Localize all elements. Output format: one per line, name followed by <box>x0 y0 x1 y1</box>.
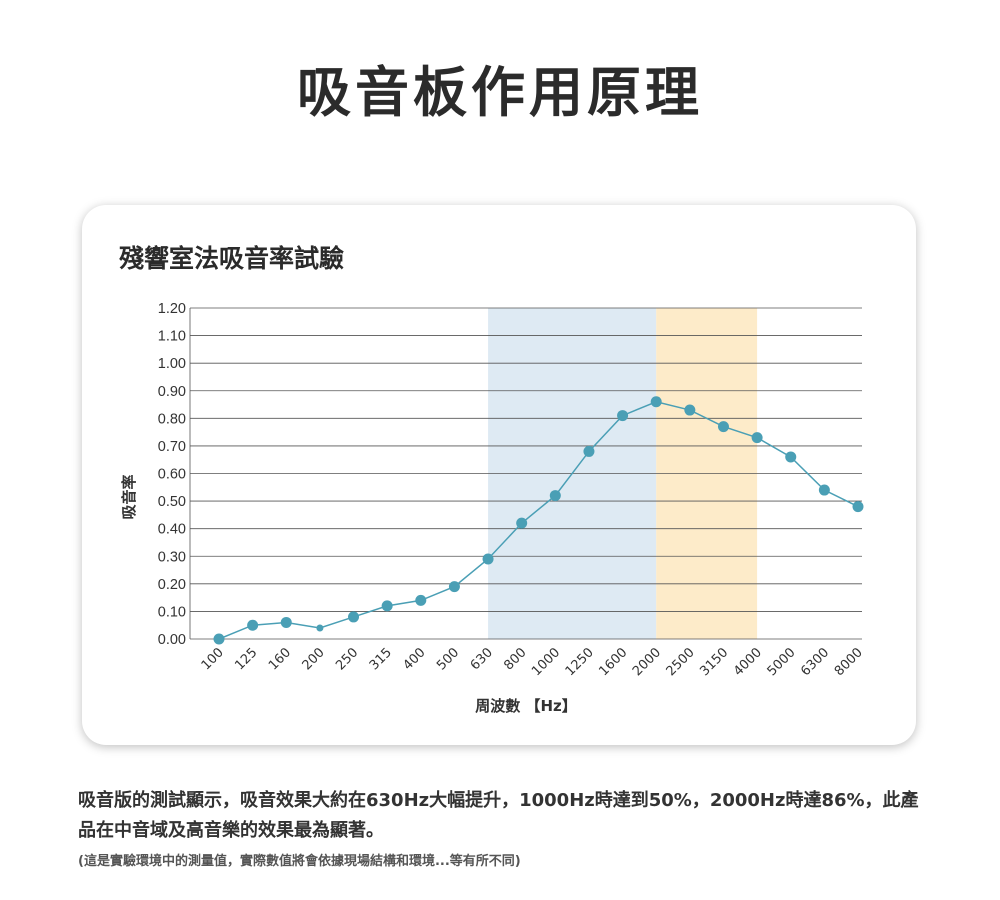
x-tick-label: 5000 <box>765 645 799 679</box>
data-point <box>213 633 225 645</box>
x-tick-label: 200 <box>300 645 328 673</box>
x-axis-label: 周波數 【Hz】 <box>475 697 577 715</box>
x-tick-label: 160 <box>266 645 294 673</box>
data-point <box>316 624 324 632</box>
x-tick-label: 2000 <box>630 645 664 679</box>
data-point <box>280 616 292 628</box>
y-tick-label: 1.10 <box>158 329 186 345</box>
x-tick-label: 630 <box>468 645 496 673</box>
data-point <box>482 553 494 565</box>
data-point <box>852 501 864 513</box>
data-point <box>549 490 561 502</box>
data-point <box>617 410 629 422</box>
x-tick-label: 6300 <box>798 645 832 679</box>
data-point <box>348 611 360 623</box>
y-tick-label: 0.50 <box>158 494 186 510</box>
data-point <box>247 619 259 631</box>
data-point <box>516 517 528 529</box>
y-tick-label: 1.00 <box>158 356 186 372</box>
data-point <box>751 432 763 444</box>
x-tick-label: 1000 <box>529 645 563 679</box>
x-tick-label: 1250 <box>563 645 597 679</box>
x-tick-label: 4000 <box>731 645 765 679</box>
data-point <box>684 404 696 416</box>
x-tick-label: 1600 <box>596 645 630 679</box>
data-point <box>717 421 729 433</box>
y-tick-label: 0.10 <box>158 604 186 620</box>
data-point <box>583 445 595 457</box>
x-tick-label: 400 <box>400 645 428 673</box>
series-line <box>218 400 859 640</box>
y-tick-label: 0.90 <box>158 384 186 400</box>
x-tick-label: 315 <box>367 645 395 673</box>
data-point <box>448 581 460 593</box>
y-tick-label: 0.80 <box>158 411 186 427</box>
y-tick-label: 0.60 <box>158 467 186 483</box>
chart-title: 殘響室法吸音率試驗 <box>119 244 344 273</box>
absorption-chart: 殘響室法吸音率試驗 0.00 0.10 0.20 0.30 0.40 0.50 0.60 0.… <box>119 244 866 715</box>
y-tick-label: 1.20 <box>158 301 186 317</box>
x-tick-label: 8000 <box>832 645 866 679</box>
x-tick-label: 3150 <box>697 645 731 679</box>
y-tick-label: 0.40 <box>158 522 186 538</box>
x-tick-label: 500 <box>434 645 462 673</box>
footnote-text: (這是實驗環境中的測量值，實際數值將會依據現場結構和環境...等有所不同) <box>78 854 521 869</box>
y-axis-label: 吸音率 <box>120 474 138 519</box>
data-point <box>818 484 830 496</box>
data-point <box>650 396 662 408</box>
page-title: 吸音板作用原理 <box>297 61 703 124</box>
y-tick-label: 0.20 <box>158 577 186 593</box>
y-tick-label: 0.70 <box>158 439 186 455</box>
x-tick-label: 100 <box>199 645 227 673</box>
data-point <box>785 451 797 463</box>
x-tick-label: 2500 <box>664 645 698 679</box>
data-point <box>415 594 427 606</box>
y-tick-label: 0.00 <box>158 632 186 648</box>
description-text: 吸音版的測試顯示，吸音效果大約在630Hz大幅提升，1000Hz時達到50%，2… <box>78 790 919 841</box>
x-tick-label: 125 <box>232 645 260 673</box>
x-tick-label: 250 <box>333 645 361 673</box>
data-point <box>381 600 393 612</box>
x-tick-label: 800 <box>501 645 529 673</box>
y-tick-label: 0.30 <box>158 549 186 565</box>
